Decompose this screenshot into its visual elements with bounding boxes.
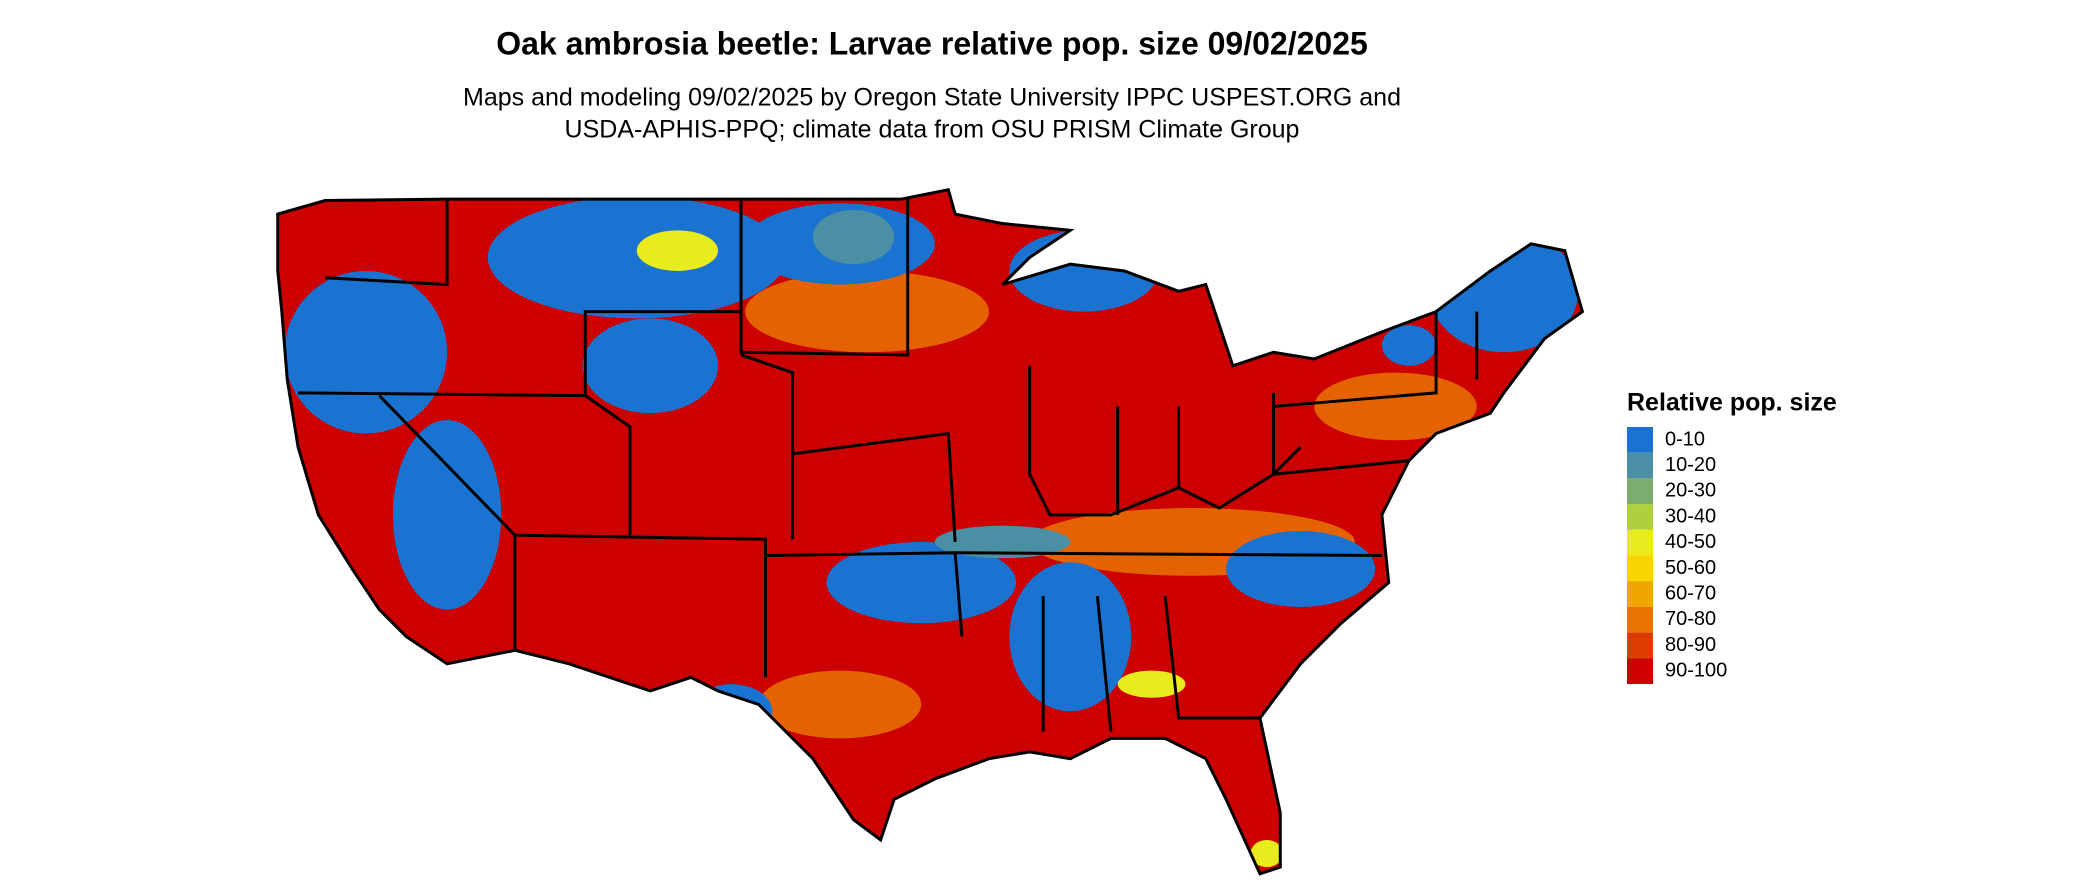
legend-swatch <box>1627 606 1653 633</box>
legend-label: 80-90 <box>1665 634 1716 656</box>
legend-label: 50-60 <box>1665 557 1716 579</box>
subtitle: USDA-APHIS-PPQ; climate data from OSU PR… <box>565 116 1300 144</box>
legend-swatch <box>1627 504 1653 530</box>
title: Oak ambrosia beetle: Larvae relative pop… <box>496 25 1368 61</box>
legend-label: 40-50 <box>1665 531 1716 553</box>
legend-label: 20-30 <box>1665 480 1716 502</box>
legend-swatch <box>1627 555 1653 582</box>
legend-title: Relative pop. size <box>1627 389 1837 417</box>
legend-label: 90-100 <box>1665 660 1727 682</box>
subtitle: Maps and modeling 09/02/2025 by Oregon S… <box>463 84 1401 112</box>
legend-swatch <box>1627 632 1653 659</box>
legend-swatch <box>1627 658 1653 684</box>
legend: 0-10 10-20 20-30 30-40 40-50 50-60 60-70 70-80 8… <box>1627 427 1727 684</box>
legend-swatch <box>1627 452 1653 479</box>
legend-label: 70-80 <box>1665 608 1716 630</box>
map <box>276 188 1584 876</box>
legend-label: 30-40 <box>1665 505 1716 527</box>
legend-label: 10-20 <box>1665 454 1716 476</box>
legend-swatch <box>1627 427 1653 453</box>
legend-swatch <box>1627 581 1653 607</box>
legend-swatch <box>1627 478 1653 505</box>
legend-label: 0-10 <box>1665 428 1705 450</box>
legend-swatch <box>1627 529 1653 556</box>
legend-label: 60-70 <box>1665 582 1716 604</box>
